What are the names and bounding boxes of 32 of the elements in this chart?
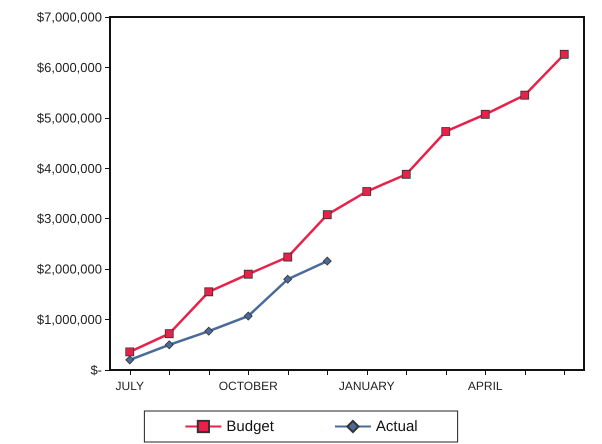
point <box>164 340 174 350</box>
point <box>204 326 214 336</box>
y-tick-label: $5,000,000 <box>36 110 102 126</box>
y-tick-label: $7,000,000 <box>36 10 102 24</box>
point <box>362 187 372 196</box>
point <box>244 312 253 320</box>
legend-label: Budget <box>226 418 275 435</box>
y-tick-label: $3,000,000 <box>36 211 102 226</box>
y-tick-label: $1,000,000 <box>36 312 102 328</box>
point <box>322 256 332 266</box>
point <box>560 50 569 59</box>
point <box>322 210 332 220</box>
y-tick-label: $4,000,000 <box>36 160 102 176</box>
legend-label: Actual <box>376 418 418 435</box>
point <box>164 329 174 338</box>
point <box>125 356 134 364</box>
point <box>441 127 450 136</box>
point <box>204 287 214 296</box>
y-tick-label: $6,000,000 <box>36 60 102 75</box>
x-tick-label: JANUARY <box>338 379 395 393</box>
point <box>480 110 490 119</box>
y-tick-label: $2,000,000 <box>36 262 102 277</box>
y-tick-label: $- <box>90 362 102 378</box>
x-tick-label: JULY <box>116 379 144 393</box>
point <box>283 274 292 284</box>
x-tick-label: OCTOBER <box>218 379 278 393</box>
point <box>283 252 292 262</box>
point <box>402 170 411 179</box>
point <box>125 347 134 356</box>
x-tick-label: APRIL <box>468 379 503 393</box>
point <box>244 270 253 279</box>
point <box>520 90 530 100</box>
